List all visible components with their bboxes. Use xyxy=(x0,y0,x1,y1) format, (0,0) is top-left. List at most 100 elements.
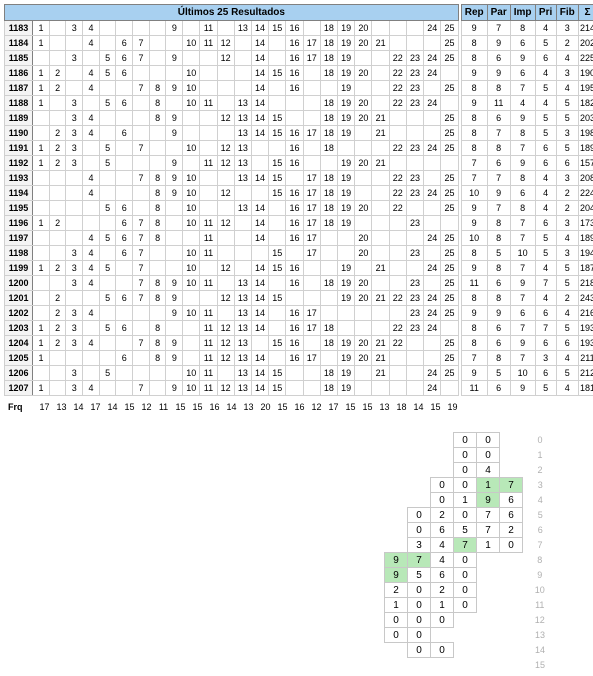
stats-row: 87853198 xyxy=(461,126,593,141)
number-cell xyxy=(183,126,200,141)
number-cell xyxy=(320,306,337,321)
number-cell: 4 xyxy=(83,381,100,396)
number-cell: 14 xyxy=(251,201,268,216)
number-cell xyxy=(166,216,183,231)
number-cell: 19 xyxy=(338,21,355,36)
number-cell: 15 xyxy=(269,381,286,396)
row-id: 1198 xyxy=(5,246,33,261)
number-cell: 6 xyxy=(116,96,133,111)
triangle-empty xyxy=(500,628,523,643)
row-id: 1188 xyxy=(5,96,33,111)
number-cell: 9 xyxy=(166,21,183,36)
number-cell xyxy=(234,216,251,231)
triangle-cell: 0 xyxy=(431,613,454,628)
number-cell xyxy=(338,246,355,261)
number-cell xyxy=(33,276,50,291)
row-id: 1203 xyxy=(5,321,33,336)
number-cell xyxy=(269,201,286,216)
triangle-empty xyxy=(431,658,454,673)
number-cell: 18 xyxy=(320,96,337,111)
number-cell: 25 xyxy=(441,306,458,321)
number-cell xyxy=(149,156,166,171)
number-cell: 3 xyxy=(66,261,83,276)
number-cell: 8 xyxy=(149,336,166,351)
number-cell: 11 xyxy=(200,36,217,51)
number-cell: 20 xyxy=(355,21,372,36)
number-cell: 24 xyxy=(424,381,441,396)
number-cell: 5 xyxy=(99,321,116,336)
stats-cell: 8 xyxy=(461,141,487,156)
number-cell xyxy=(355,216,372,231)
triangle-row: 15 xyxy=(385,658,552,673)
number-cell: 22 xyxy=(389,66,406,81)
number-cell: 9 xyxy=(166,126,183,141)
number-cell xyxy=(49,201,66,216)
number-cell: 20 xyxy=(355,231,372,246)
number-cell: 1 xyxy=(33,216,50,231)
triangle-cell: 9 xyxy=(385,553,408,568)
number-cell xyxy=(66,171,83,186)
number-cell: 23 xyxy=(406,216,423,231)
stats-cell: 211 xyxy=(578,351,593,366)
number-cell: 6 xyxy=(116,246,133,261)
triangle-empty xyxy=(477,613,500,628)
stats-cell: 8 xyxy=(461,126,487,141)
triangle-cell: 7 xyxy=(477,523,500,538)
number-cell xyxy=(116,366,133,381)
number-cell xyxy=(389,231,406,246)
stats-row: 99664216 xyxy=(461,306,593,321)
number-cell: 4 xyxy=(83,306,100,321)
number-cell xyxy=(320,291,337,306)
number-cell: 12 xyxy=(217,336,234,351)
number-cell: 18 xyxy=(320,126,337,141)
number-cell xyxy=(116,156,133,171)
number-cell: 14 xyxy=(251,21,268,36)
results-row: 119112357101213161822232425 xyxy=(5,141,459,156)
number-cell xyxy=(303,366,320,381)
number-cell: 10 xyxy=(183,36,200,51)
stats-row: 116954181 xyxy=(461,381,593,396)
number-cell xyxy=(166,96,183,111)
number-cell xyxy=(303,291,320,306)
stats-cell: 9 xyxy=(461,306,487,321)
stats-cell: 203 xyxy=(578,111,593,126)
number-cell xyxy=(217,126,234,141)
number-cell: 16 xyxy=(286,351,303,366)
number-cell xyxy=(116,381,133,396)
number-cell xyxy=(355,81,372,96)
number-cell xyxy=(372,306,389,321)
number-cell: 3 xyxy=(66,141,83,156)
triangle-index: 1 xyxy=(523,448,552,463)
triangle-cell: 2 xyxy=(500,523,523,538)
stats-cell: 9 xyxy=(510,156,535,171)
number-cell: 3 xyxy=(66,336,83,351)
number-cell: 10 xyxy=(183,276,200,291)
number-cell xyxy=(33,111,50,126)
number-cell: 17 xyxy=(303,126,320,141)
stats-cell: 6 xyxy=(510,36,535,51)
freq-cell: 20 xyxy=(257,400,274,414)
number-cell: 16 xyxy=(286,66,303,81)
number-cell: 5 xyxy=(99,51,116,66)
number-cell: 16 xyxy=(286,216,303,231)
triangle-cell: 0 xyxy=(408,628,431,643)
triangle-cell: 0 xyxy=(454,598,477,613)
row-id: 1199 xyxy=(5,261,33,276)
number-cell xyxy=(149,51,166,66)
number-cell xyxy=(49,366,66,381)
number-cell: 15 xyxy=(269,186,286,201)
number-cell: 14 xyxy=(251,216,268,231)
row-id: 1194 xyxy=(5,186,33,201)
number-cell xyxy=(406,126,423,141)
number-cell xyxy=(200,126,217,141)
number-cell xyxy=(49,111,66,126)
number-cell: 9 xyxy=(166,351,183,366)
triangle-empty xyxy=(408,448,431,463)
stats-cell: 195 xyxy=(578,81,593,96)
triangle-index: 3 xyxy=(523,478,552,493)
number-cell: 2 xyxy=(49,141,66,156)
triangle-empty xyxy=(385,433,408,448)
stats-row: 98745187 xyxy=(461,261,593,276)
triangle-row: 00012 xyxy=(385,613,552,628)
number-cell: 13 xyxy=(234,336,251,351)
